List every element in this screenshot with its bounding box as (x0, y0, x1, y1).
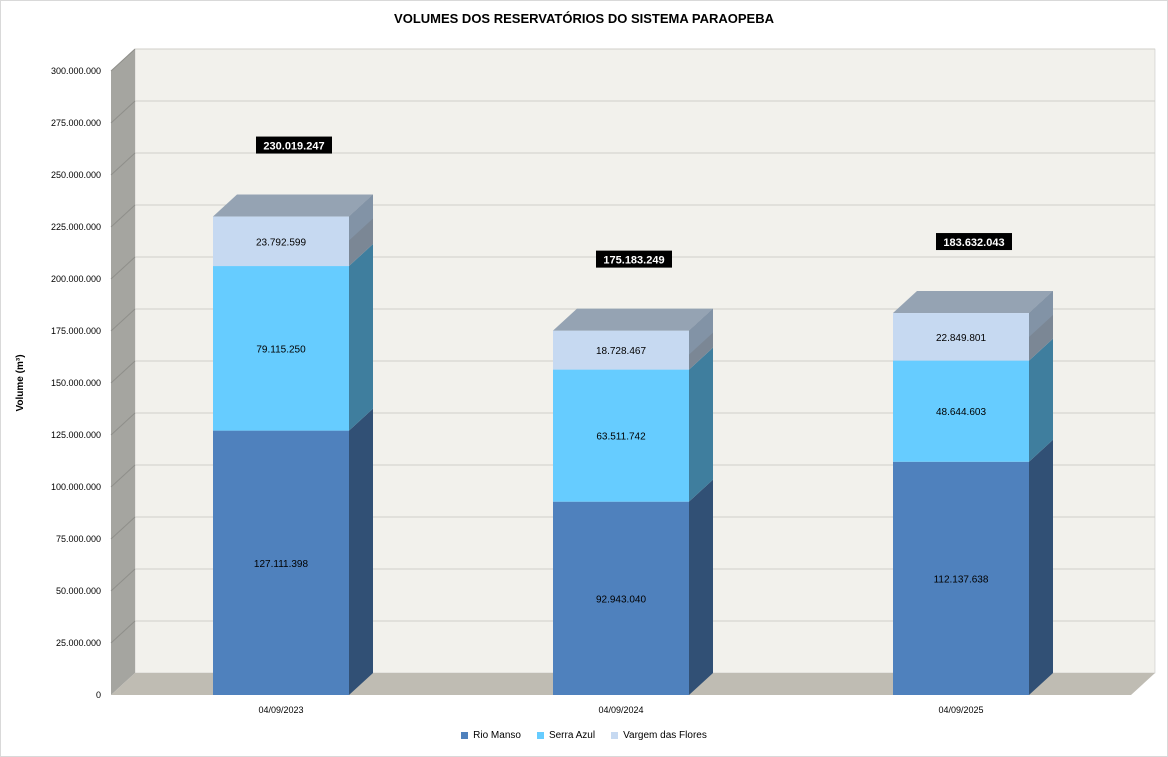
total-label: 175.183.249 (596, 250, 672, 268)
total-label-text: 230.019.247 (263, 141, 324, 153)
total-label: 230.019.247 (256, 136, 332, 154)
y-tick-label: 25.000.000 (56, 638, 101, 648)
data-label: 48.644.603 (936, 407, 986, 418)
bar-top-face (213, 194, 373, 217)
total-label-box (936, 233, 1012, 251)
legend-label: Serra Azul (548, 730, 596, 741)
data-label: 22.849.801 (936, 333, 986, 344)
gridline-side (110, 308, 136, 332)
gridline-side (110, 100, 136, 124)
bar-segment-vargem-das-flores (213, 216, 349, 267)
bar-side-face (349, 244, 373, 431)
bar-side-face (1029, 338, 1053, 462)
x-tick-label: 04/09/2025 (938, 705, 983, 715)
gridline-side (110, 464, 136, 488)
total-label-box (256, 136, 332, 154)
gridline-side (110, 620, 136, 644)
y-tick-label: 175.000.000 (51, 326, 101, 336)
bar-segment-vargem-das-flores (893, 313, 1029, 361)
data-label: 23.792.599 (256, 237, 306, 248)
data-label: 18.728.467 (596, 346, 646, 357)
total-label-text: 175.183.249 (603, 255, 664, 267)
chart-title: VOLUMES DOS RESERVATÓRIOS DO SISTEMA PAR… (394, 11, 774, 26)
gridline-side (110, 412, 136, 436)
bar-segment-serra-azul (893, 360, 1029, 462)
bar-side-face (349, 408, 373, 695)
y-tick-label: 300.000.000 (51, 66, 101, 76)
bar-segment-vargem-das-flores (553, 330, 689, 370)
bar-segment-rio-manso (893, 461, 1029, 695)
x-tick-label: 04/09/2023 (258, 705, 303, 715)
legend-label: Vargem das Flores (623, 730, 707, 741)
gridline-side (110, 48, 136, 72)
data-label: 63.511.742 (596, 432, 646, 443)
y-tick-label: 200.000.000 (51, 274, 101, 284)
bar-segment-serra-azul (213, 266, 349, 431)
y-tick-label: 125.000.000 (51, 430, 101, 440)
legend-item: Rio Manso (461, 730, 521, 741)
data-label: 127.111.398 (254, 559, 309, 570)
legend-item: Serra Azul (536, 730, 596, 741)
bar-top-face (553, 308, 713, 331)
gridline-side (110, 152, 136, 176)
y-tick-label: 225.000.000 (51, 222, 101, 232)
total-label-text: 183.632.043 (943, 237, 1004, 249)
gridline-side (110, 360, 136, 384)
bar-side-face (689, 347, 713, 502)
y-tick-label: 250.000.000 (51, 170, 101, 180)
gridline-side (110, 516, 136, 540)
bar-top-side (1029, 291, 1053, 338)
data-label: 112.137.638 (934, 574, 989, 585)
data-label: 92.943.040 (596, 594, 646, 605)
bar-top-face (893, 291, 1053, 314)
x-tick-label: 04/09/2024 (598, 705, 643, 715)
y-axis-title: Volume (m³) (15, 354, 26, 411)
bar-side-face (1029, 439, 1053, 695)
gridline-side (110, 256, 136, 280)
bar-top-side (349, 194, 373, 241)
bar-segment-serra-azul (553, 369, 689, 502)
legend-swatch (611, 732, 619, 739)
y-tick-label: 275.000.000 (51, 118, 101, 128)
y-tick-label: 100.000.000 (51, 482, 101, 492)
y-tick-label: 50.000.000 (56, 586, 101, 596)
bar-segment-rio-manso (553, 501, 689, 695)
bar-side-face (689, 479, 713, 695)
legend-item: Vargem das Flores (611, 730, 707, 741)
total-label: 183.632.043 (936, 233, 1012, 251)
legend-swatch (461, 732, 469, 739)
data-label: 79.115.250 (256, 344, 306, 355)
legend-label: Rio Manso (473, 730, 521, 741)
legend-swatch (536, 732, 544, 739)
y-tick-label: 0 (96, 690, 101, 700)
y-tick-label: 150.000.000 (51, 378, 101, 388)
gridline-side (110, 568, 136, 592)
bar-top-side (689, 308, 713, 355)
gridline-side (110, 204, 136, 228)
legend: Rio Manso Serra Azul Vargem das Flores (1, 730, 1167, 741)
y-tick-label: 75.000.000 (56, 534, 101, 544)
total-label-box (596, 250, 672, 268)
bar-segment-rio-manso (213, 430, 349, 695)
